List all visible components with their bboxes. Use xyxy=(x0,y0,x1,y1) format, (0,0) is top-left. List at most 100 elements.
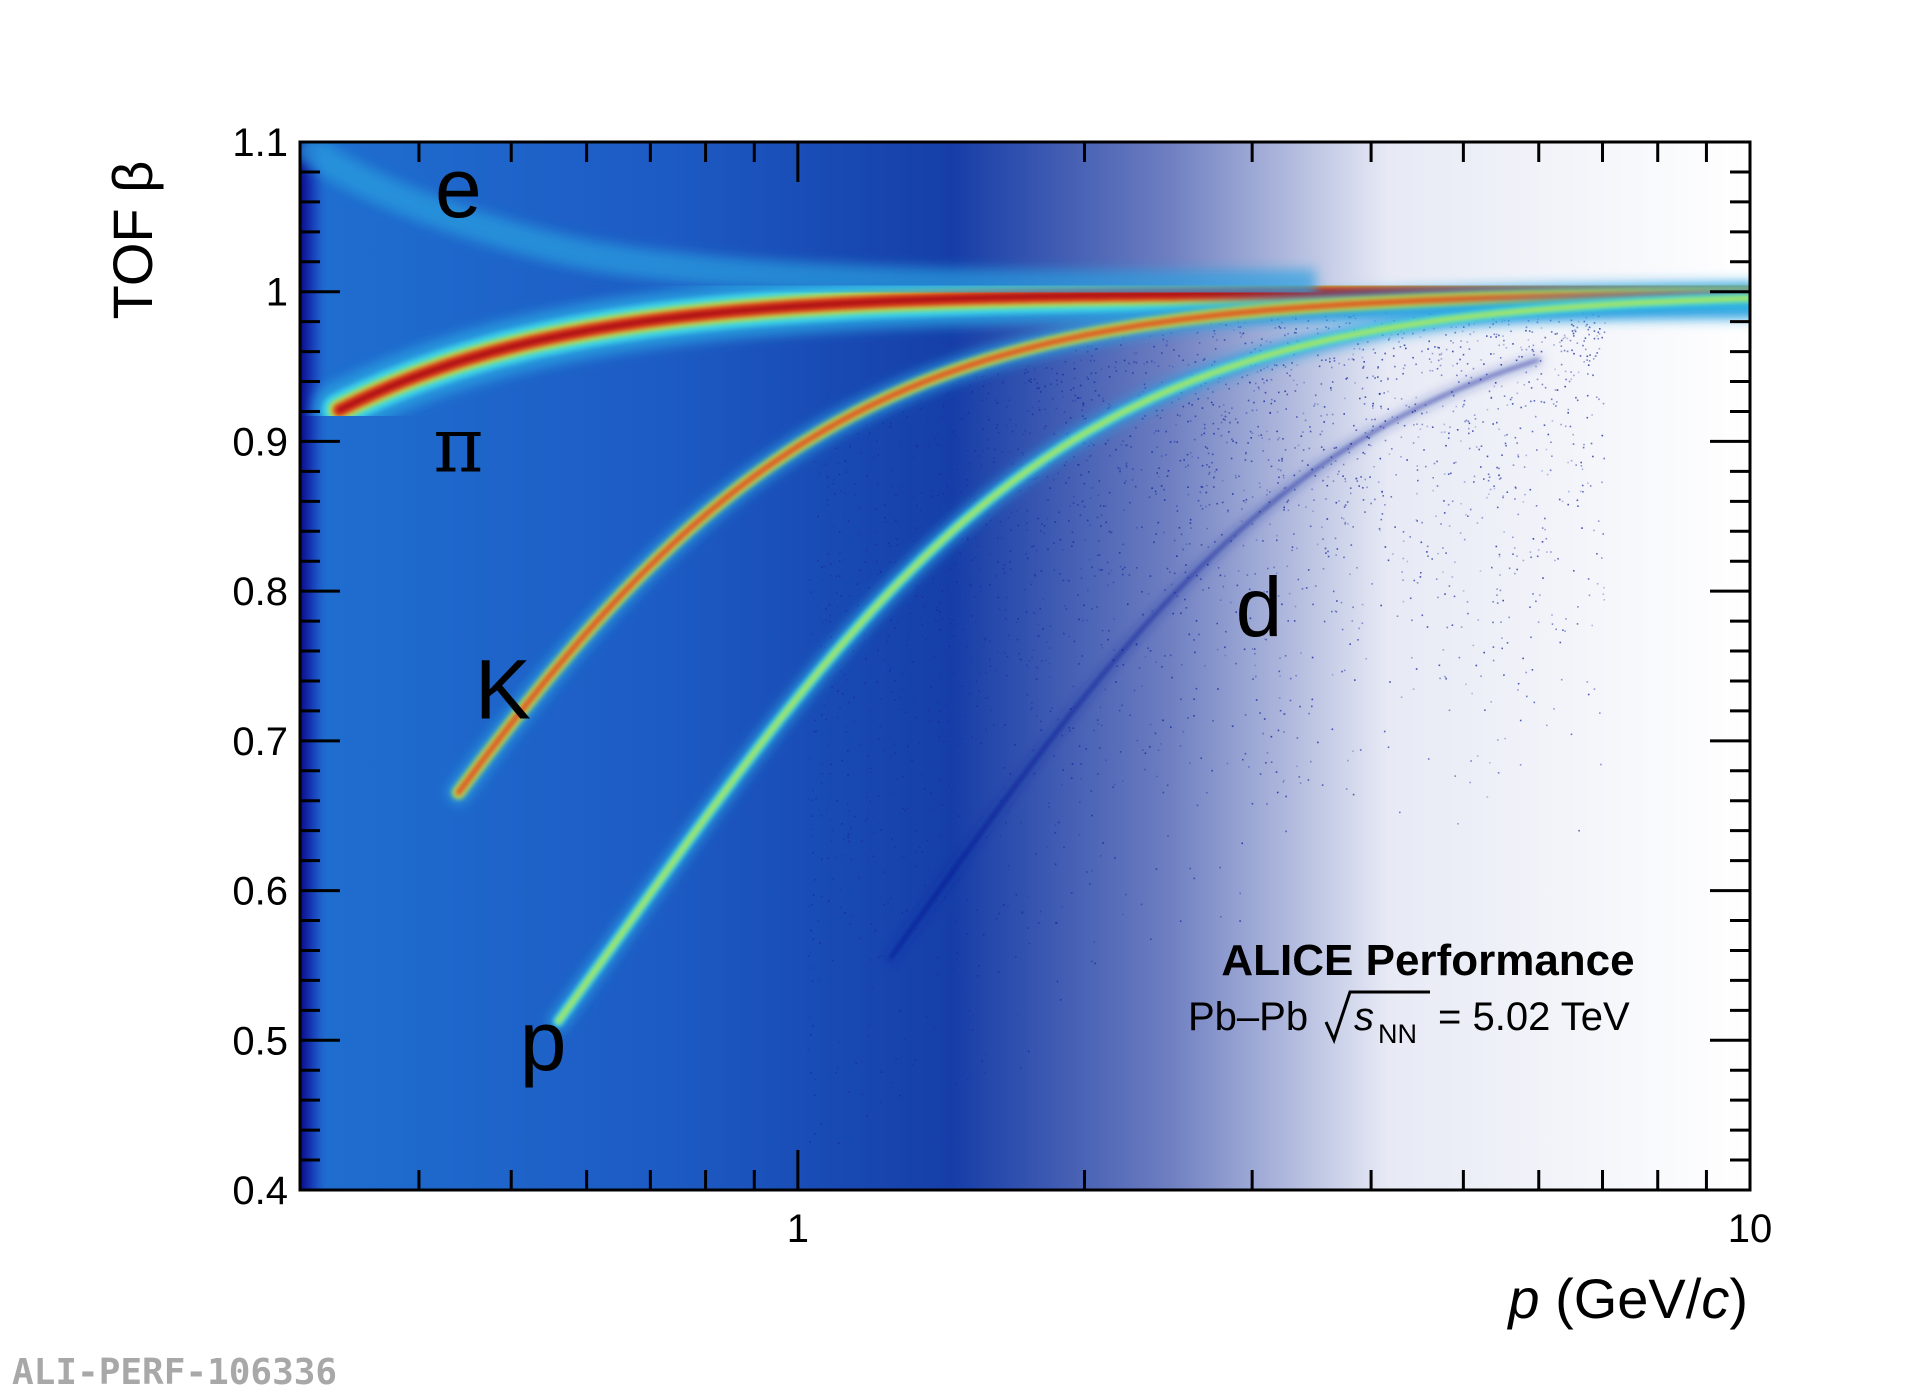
sparse-point xyxy=(1091,487,1094,489)
sparse-point xyxy=(996,402,998,404)
sparse-point xyxy=(1293,331,1296,334)
sparse-point xyxy=(1409,597,1412,600)
sparse-point xyxy=(1265,638,1268,641)
sparse-point xyxy=(1179,920,1182,922)
sparse-point xyxy=(1073,640,1076,643)
sparse-point xyxy=(1387,390,1389,393)
sparse-point xyxy=(995,918,998,920)
figure-id-label: ALI-PERF-106336 xyxy=(12,1352,338,1393)
sparse-point xyxy=(1141,591,1143,593)
sparse-point xyxy=(1412,356,1414,359)
sparse-point xyxy=(1365,418,1368,421)
sparse-point xyxy=(1212,453,1214,456)
sparse-point xyxy=(1465,419,1468,422)
sparse-point xyxy=(1345,378,1348,380)
sparse-point xyxy=(987,447,990,449)
sparse-point xyxy=(1053,569,1056,571)
sparse-point xyxy=(1326,518,1329,520)
sparse-point xyxy=(1089,524,1091,526)
sparse-point xyxy=(981,1060,983,1062)
sparse-point xyxy=(1560,678,1563,681)
sparse-point xyxy=(822,465,825,468)
sparse-point xyxy=(1108,630,1110,632)
sparse-point xyxy=(1284,390,1286,393)
sparse-point xyxy=(1582,446,1585,449)
sparse-point xyxy=(842,558,845,561)
sparse-point xyxy=(1474,426,1477,428)
sparse-point xyxy=(1347,759,1349,762)
sparse-point xyxy=(1580,461,1582,464)
sparse-point xyxy=(906,644,908,646)
sparse-point xyxy=(877,454,879,456)
sparse-point xyxy=(1528,330,1531,332)
sparse-point xyxy=(1144,752,1147,754)
sparse-point xyxy=(1244,501,1247,504)
sparse-point xyxy=(1416,492,1418,495)
sparse-point xyxy=(1126,444,1129,446)
sparse-point xyxy=(1307,464,1309,466)
sparse-point xyxy=(1384,546,1387,548)
sparse-point xyxy=(1429,369,1431,372)
sparse-point xyxy=(1190,527,1192,529)
sparse-point xyxy=(1352,793,1355,796)
sparse-point xyxy=(1236,421,1239,424)
sparse-point xyxy=(1098,480,1101,482)
sparse-point xyxy=(960,738,963,740)
sparse-point xyxy=(1592,374,1594,377)
sparse-point xyxy=(1455,405,1458,408)
sparse-point xyxy=(1039,607,1042,610)
sparse-point xyxy=(1235,441,1238,444)
sparse-point xyxy=(815,696,817,698)
sparse-point xyxy=(1115,370,1118,372)
sparse-point xyxy=(863,682,866,685)
sparse-point xyxy=(1061,390,1063,393)
sparse-point xyxy=(810,929,812,932)
sparse-point xyxy=(1224,654,1227,657)
sparse-point xyxy=(914,865,917,868)
sparse-point xyxy=(1081,655,1084,657)
sparse-point xyxy=(841,854,844,857)
sparse-point xyxy=(1486,796,1489,798)
sparse-point xyxy=(1062,769,1064,771)
sparse-point xyxy=(1388,337,1391,339)
band-p-layer xyxy=(555,295,1750,1025)
sparse-point xyxy=(968,1009,971,1012)
sparse-point xyxy=(1197,457,1199,459)
sparse-point xyxy=(1255,539,1258,541)
sparse-point xyxy=(1218,405,1221,408)
sparse-point xyxy=(1475,664,1478,667)
sparse-point xyxy=(1570,371,1572,373)
sparse-point xyxy=(961,688,964,691)
sparse-point xyxy=(1322,466,1324,469)
sparse-point xyxy=(817,920,820,922)
sparse-point xyxy=(903,857,906,860)
sparse-point xyxy=(1000,800,1002,802)
sparse-point xyxy=(1243,648,1246,651)
sparse-point xyxy=(1235,662,1237,665)
sparse-point xyxy=(1072,541,1075,543)
sparse-point xyxy=(1472,367,1475,370)
sparse-point xyxy=(1248,588,1251,591)
sparse-point xyxy=(1157,521,1160,524)
sparse-point xyxy=(1593,330,1596,332)
sparse-point xyxy=(1170,332,1173,334)
sparse-point xyxy=(1167,835,1169,837)
sparse-point xyxy=(1349,643,1351,645)
sparse-point xyxy=(1307,569,1310,571)
sparse-point xyxy=(1592,358,1595,360)
sparse-point xyxy=(833,479,835,481)
sparse-point xyxy=(1279,675,1281,677)
sparse-point xyxy=(1085,748,1087,750)
sparse-point xyxy=(1413,424,1415,426)
sparse-point xyxy=(889,670,891,672)
sparse-point xyxy=(812,852,814,854)
sparse-point xyxy=(953,673,955,675)
sparse-point xyxy=(828,900,830,902)
sparse-point xyxy=(924,884,926,887)
sparse-point xyxy=(1307,320,1310,322)
sparse-point xyxy=(1162,334,1164,337)
sparse-point xyxy=(1006,405,1008,408)
sparse-point xyxy=(941,444,943,447)
sparse-point xyxy=(1285,795,1287,798)
sparse-point xyxy=(1122,543,1125,546)
